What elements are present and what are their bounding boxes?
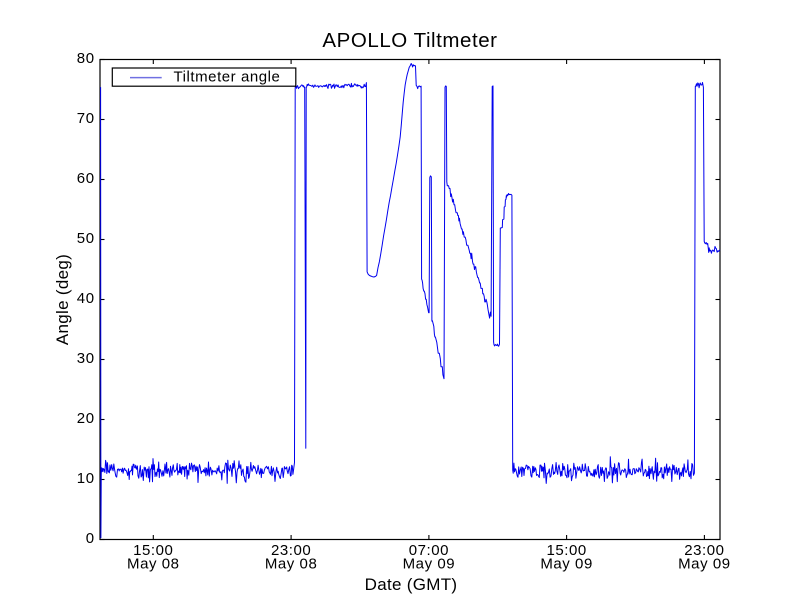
svg-text:07:00: 07:00	[409, 542, 449, 559]
svg-text:Date (GMT): Date (GMT)	[365, 575, 458, 594]
svg-text:50: 50	[77, 230, 95, 247]
svg-text:40: 40	[77, 290, 95, 307]
svg-text:May 08: May 08	[127, 556, 180, 573]
svg-text:20: 20	[77, 410, 95, 427]
svg-text:May 09: May 09	[403, 556, 456, 573]
svg-text:0: 0	[86, 530, 95, 547]
svg-text:May 08: May 08	[265, 556, 318, 573]
svg-text:70: 70	[77, 110, 95, 127]
svg-text:15:00: 15:00	[133, 542, 173, 559]
svg-text:80: 80	[77, 50, 95, 67]
svg-text:23:00: 23:00	[684, 542, 724, 559]
svg-text:10: 10	[77, 470, 95, 487]
svg-text:15:00: 15:00	[546, 542, 586, 559]
svg-text:23:00: 23:00	[271, 542, 311, 559]
svg-text:30: 30	[77, 350, 95, 367]
svg-text:May 09: May 09	[540, 556, 593, 573]
svg-text:Angle (deg): Angle (deg)	[53, 254, 72, 345]
svg-text:APOLLO Tiltmeter: APOLLO Tiltmeter	[322, 29, 497, 52]
svg-text:Tiltmeter angle: Tiltmeter angle	[174, 69, 281, 86]
svg-text:May 09: May 09	[678, 556, 731, 573]
svg-text:60: 60	[77, 170, 95, 187]
